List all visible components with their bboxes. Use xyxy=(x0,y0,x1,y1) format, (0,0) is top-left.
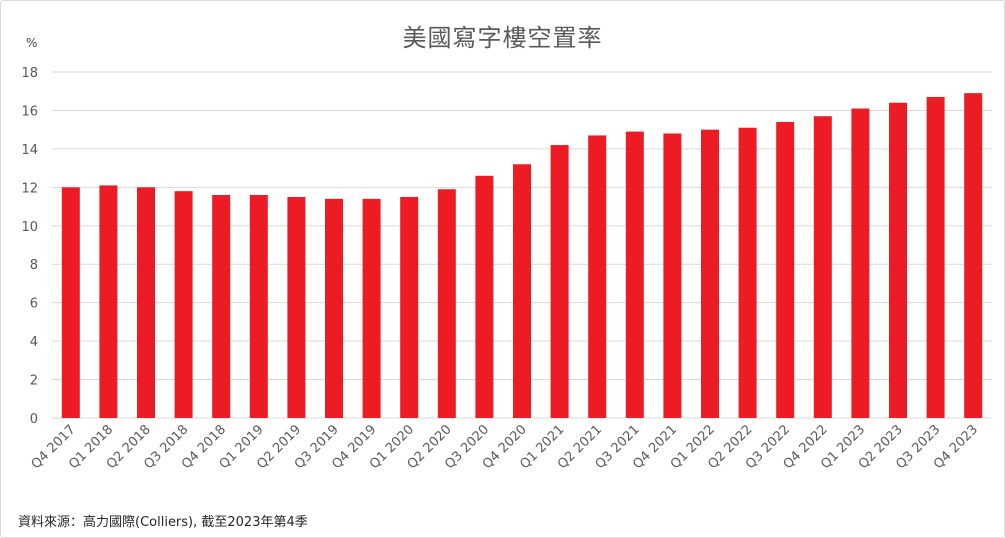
y-tick-label: 2 xyxy=(30,374,38,389)
y-tick-label: 10 xyxy=(21,220,38,235)
y-tick-label: 4 xyxy=(30,335,38,350)
bar xyxy=(776,121,795,418)
bar xyxy=(738,127,757,418)
bar xyxy=(475,175,494,418)
bar xyxy=(701,129,719,418)
bar xyxy=(625,131,644,419)
bar xyxy=(851,108,870,419)
bar xyxy=(212,195,231,418)
bar xyxy=(99,185,118,418)
bars xyxy=(61,93,983,419)
bar xyxy=(287,196,306,418)
bar xyxy=(663,133,682,418)
bar xyxy=(325,198,343,418)
y-tick-label: 12 xyxy=(21,181,38,196)
bar xyxy=(513,164,531,418)
bar xyxy=(550,145,569,419)
y-tick-label: 0 xyxy=(30,412,38,427)
bar xyxy=(61,187,80,418)
bar xyxy=(964,93,983,419)
y-tick-label: 18 xyxy=(21,66,38,81)
bar xyxy=(362,198,381,418)
y-unit-label: % xyxy=(26,36,37,50)
bar xyxy=(249,195,268,418)
chart-title: 美國寫字樓空置率 xyxy=(402,24,603,52)
bar xyxy=(400,196,419,418)
bar xyxy=(137,187,155,418)
bar xyxy=(889,102,907,418)
source-note: 資料來源：高力國際(Colliers), 截至2023年第4季 xyxy=(18,515,308,530)
bar xyxy=(813,116,832,418)
bar xyxy=(437,189,456,418)
bar xyxy=(588,135,607,418)
y-tick-label: 14 xyxy=(21,143,38,158)
y-tick-label: 8 xyxy=(30,258,38,273)
y-tick-label: 6 xyxy=(30,297,38,312)
y-tick-label: 16 xyxy=(21,104,38,119)
y-axis-ticks: 0 2 4 6 8 10 12 14 16 18 xyxy=(21,66,38,427)
bar xyxy=(174,191,193,418)
bar xyxy=(926,96,945,418)
